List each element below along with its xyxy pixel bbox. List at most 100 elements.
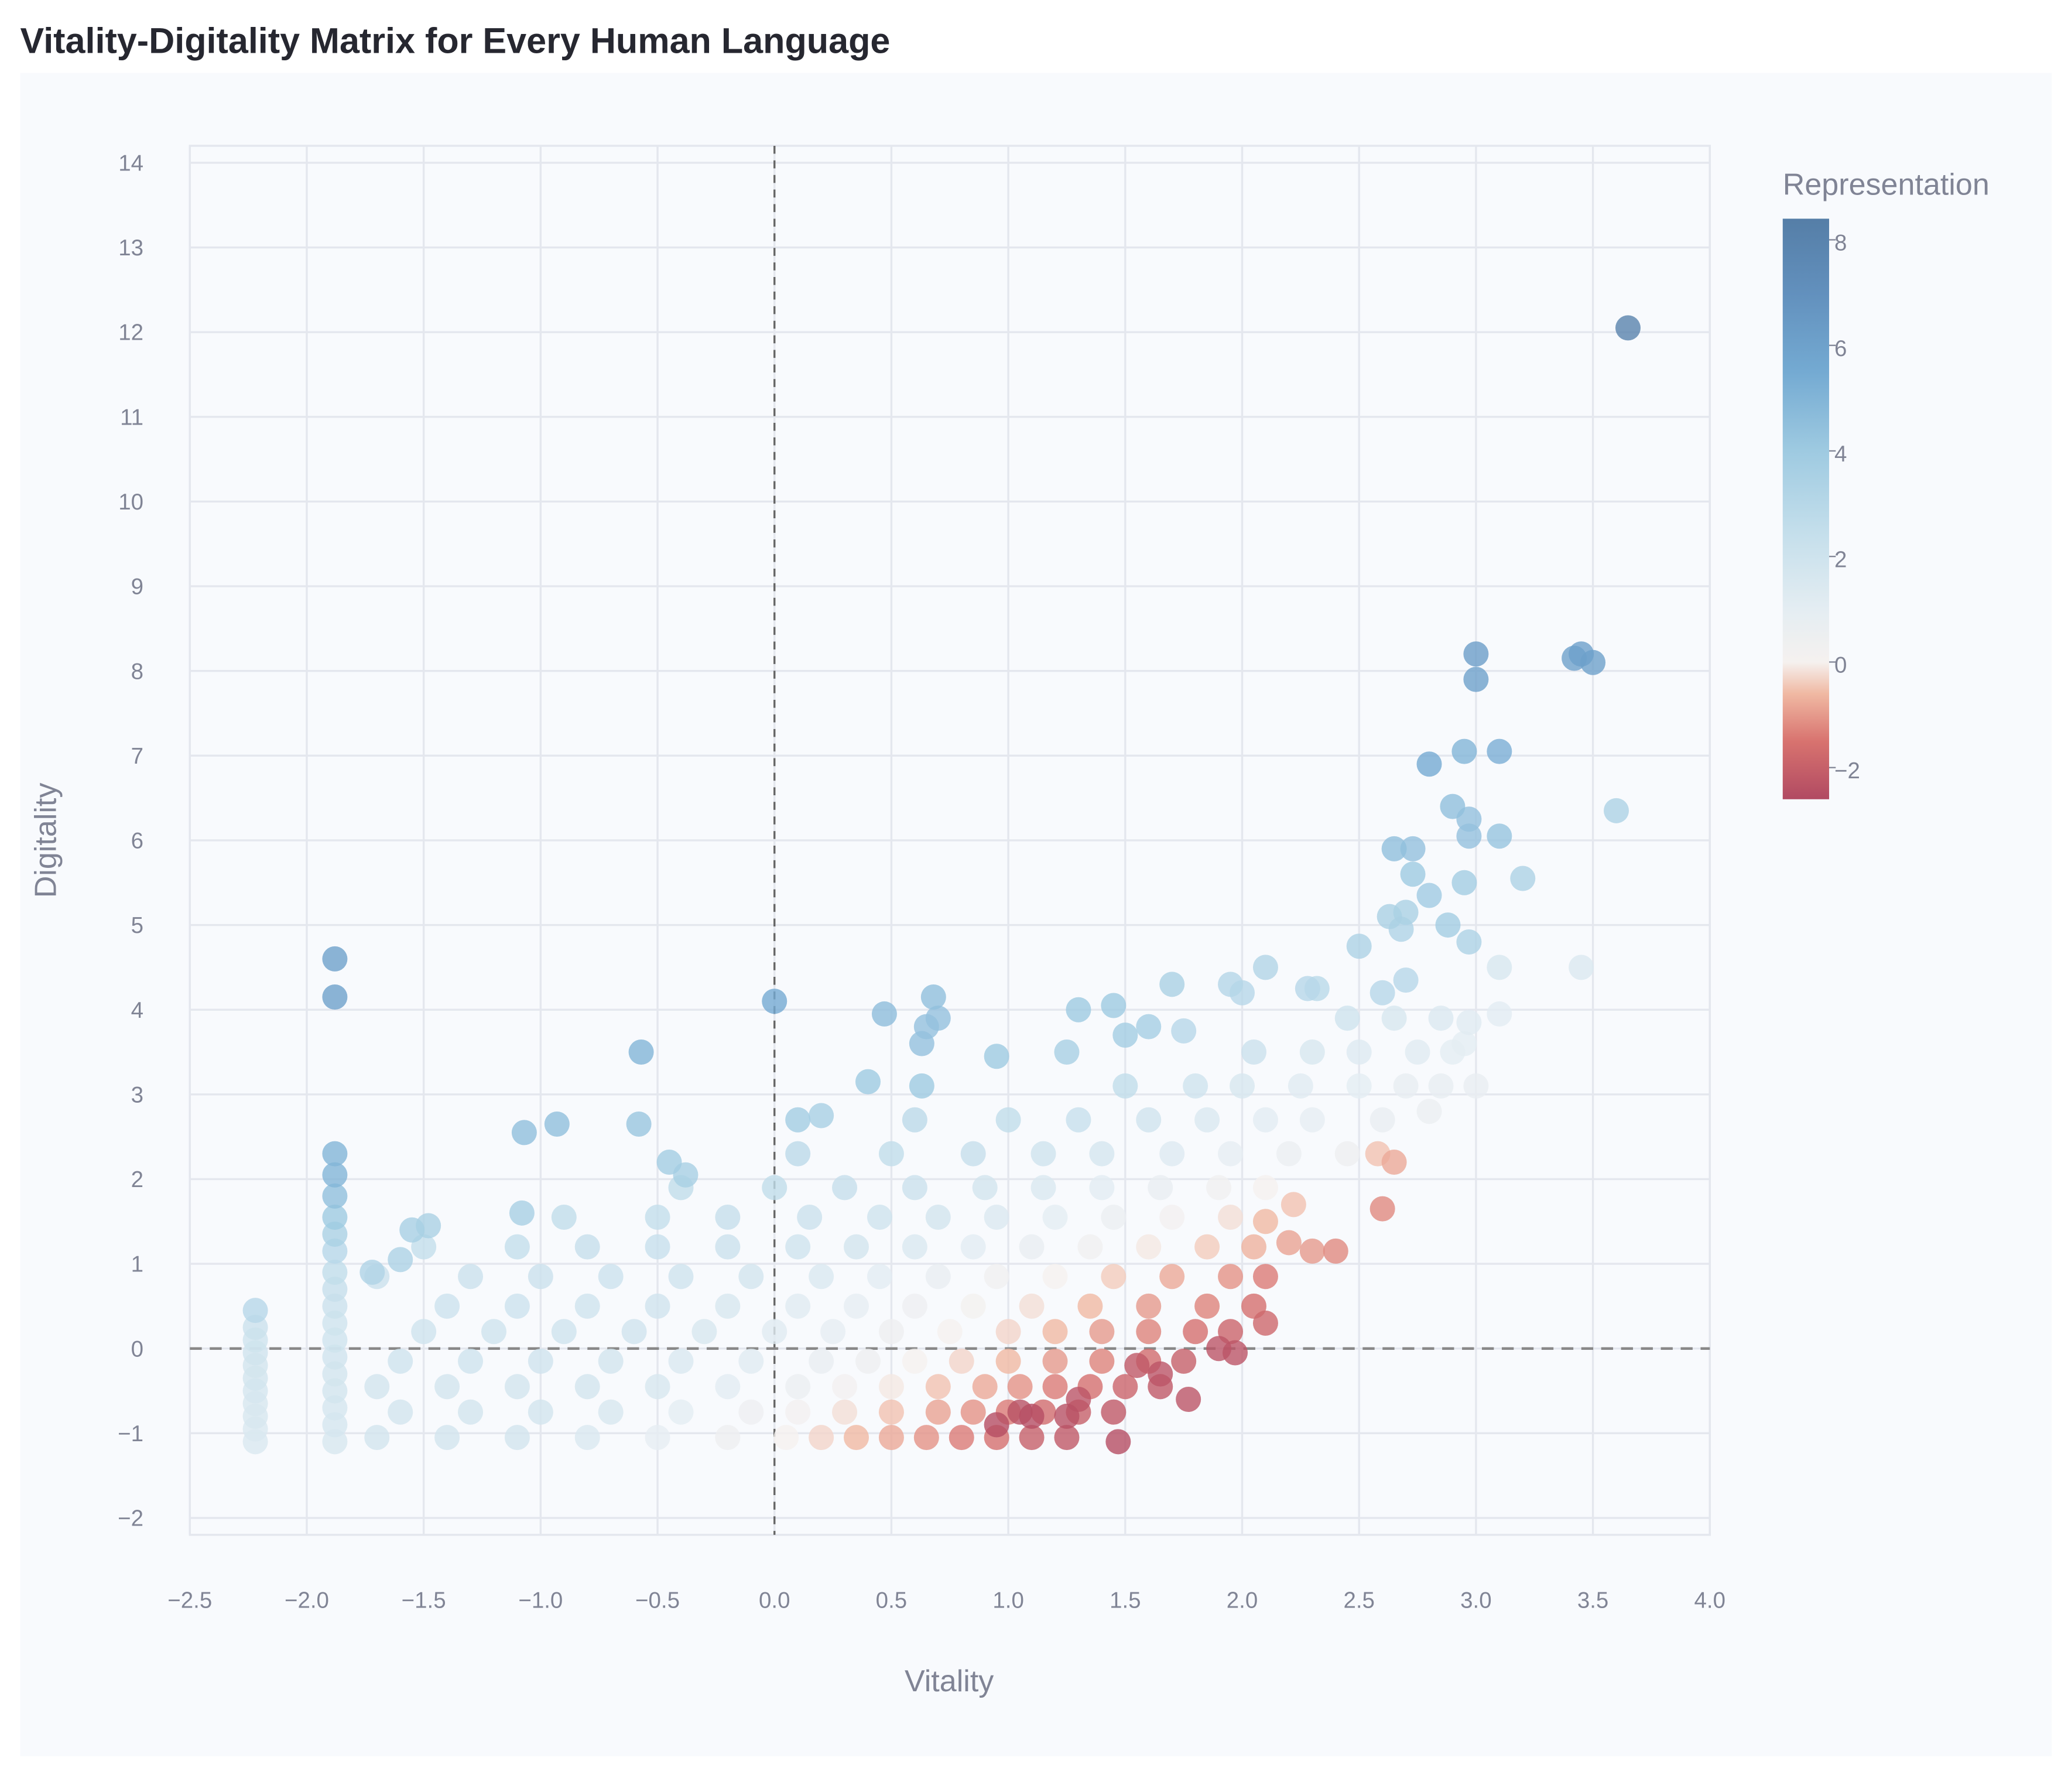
language-point — [1077, 1293, 1103, 1319]
language-point — [1206, 1175, 1232, 1201]
language-point — [1463, 1073, 1489, 1099]
language-point — [645, 1234, 670, 1260]
language-point — [925, 1205, 951, 1230]
language-point — [1241, 1039, 1266, 1065]
language-point — [1148, 1361, 1173, 1387]
language-point — [544, 1111, 570, 1137]
language-point — [1381, 1006, 1407, 1031]
language-point — [1252, 1310, 1278, 1336]
language-point — [762, 1319, 788, 1345]
language-point — [628, 1039, 654, 1065]
language-point — [913, 1425, 939, 1451]
language-point — [411, 1319, 437, 1345]
language-point — [322, 946, 348, 972]
language-point — [1066, 997, 1091, 1022]
language-point — [1089, 1348, 1115, 1374]
colorbar-tick-label: 0 — [1834, 653, 1847, 678]
language-point — [878, 1399, 904, 1425]
language-point — [1299, 1238, 1325, 1264]
language-point — [364, 1374, 390, 1400]
language-point — [1487, 955, 1512, 980]
y-tick-label: 2 — [131, 1167, 143, 1192]
language-point — [809, 1425, 834, 1451]
y-tick-label: 12 — [118, 320, 143, 346]
language-point — [1101, 993, 1127, 1018]
language-point — [1112, 1022, 1138, 1048]
language-point — [1451, 738, 1477, 764]
language-point — [242, 1365, 268, 1391]
language-point — [960, 1399, 986, 1425]
language-point — [1487, 823, 1512, 849]
language-point — [504, 1293, 530, 1319]
language-point — [1276, 1141, 1302, 1167]
language-point — [809, 1264, 834, 1290]
language-point — [322, 1327, 348, 1353]
language-point — [1416, 751, 1442, 777]
language-point — [909, 1031, 934, 1056]
language-point — [528, 1264, 553, 1290]
y-tick-label: 5 — [131, 913, 143, 938]
language-point — [1101, 1264, 1127, 1290]
language-point — [656, 1150, 682, 1175]
x-tick-label: 3.5 — [1577, 1588, 1608, 1613]
language-point — [645, 1374, 670, 1400]
x-axis-title: Vitality — [905, 1664, 994, 1698]
language-point — [645, 1205, 670, 1230]
language-point — [844, 1293, 869, 1319]
chart-title: Vitality-Digitality Matrix for Every Hum… — [20, 21, 891, 61]
language-point — [434, 1374, 460, 1400]
language-point — [878, 1141, 904, 1167]
language-point — [1105, 1429, 1131, 1455]
language-point — [785, 1399, 811, 1425]
language-point — [937, 1319, 963, 1345]
language-point — [715, 1425, 741, 1451]
language-point — [984, 1412, 1009, 1438]
language-point — [1206, 1336, 1232, 1362]
language-point — [715, 1205, 741, 1230]
y-tick-label: 4 — [131, 998, 143, 1023]
language-point — [574, 1234, 600, 1260]
language-point — [1463, 666, 1489, 692]
x-tick-labels: −2.5 −2.0 −1.5 −1.0 −0.5 0.0 0.5 1.0 1.5 2.0 2.5 3.… — [167, 1588, 1725, 1613]
x-tick-label: 0.0 — [759, 1588, 790, 1613]
language-point — [504, 1425, 530, 1451]
language-point — [1019, 1293, 1045, 1319]
language-point — [984, 1044, 1009, 1069]
y-tick-label: 7 — [131, 744, 143, 769]
language-point — [1456, 823, 1482, 849]
language-point — [1299, 1039, 1325, 1065]
data-points — [242, 315, 1641, 1455]
language-point — [598, 1348, 624, 1374]
language-point — [715, 1374, 741, 1400]
reference-lines — [190, 145, 1710, 1535]
language-point — [1089, 1319, 1115, 1345]
language-point — [1346, 1073, 1372, 1099]
y-tick-label: 6 — [131, 829, 143, 854]
colorbar-tick-label: 4 — [1834, 442, 1847, 467]
language-point — [762, 1175, 788, 1201]
language-point — [511, 1120, 537, 1145]
x-tick-label: −2.0 — [285, 1588, 329, 1613]
language-point — [1510, 866, 1536, 891]
x-tick-label: 1.0 — [992, 1588, 1023, 1613]
language-point — [902, 1107, 927, 1133]
colorbar-tick-label: −2 — [1834, 758, 1860, 784]
language-point — [820, 1319, 846, 1345]
language-point — [1159, 1141, 1185, 1167]
language-point — [1101, 1399, 1127, 1425]
language-point — [691, 1319, 717, 1345]
language-point — [785, 1374, 811, 1400]
language-point — [242, 1298, 268, 1324]
language-point — [960, 1141, 986, 1167]
language-point — [785, 1234, 811, 1260]
language-point — [322, 1162, 348, 1188]
language-point — [322, 1141, 348, 1167]
language-point — [598, 1399, 624, 1425]
language-point — [434, 1425, 460, 1451]
language-point — [528, 1399, 553, 1425]
language-point — [1218, 972, 1244, 997]
x-tick-label: 3.0 — [1460, 1588, 1491, 1613]
language-point — [1276, 1230, 1302, 1256]
language-point — [1428, 1073, 1454, 1099]
language-point — [322, 984, 348, 1010]
